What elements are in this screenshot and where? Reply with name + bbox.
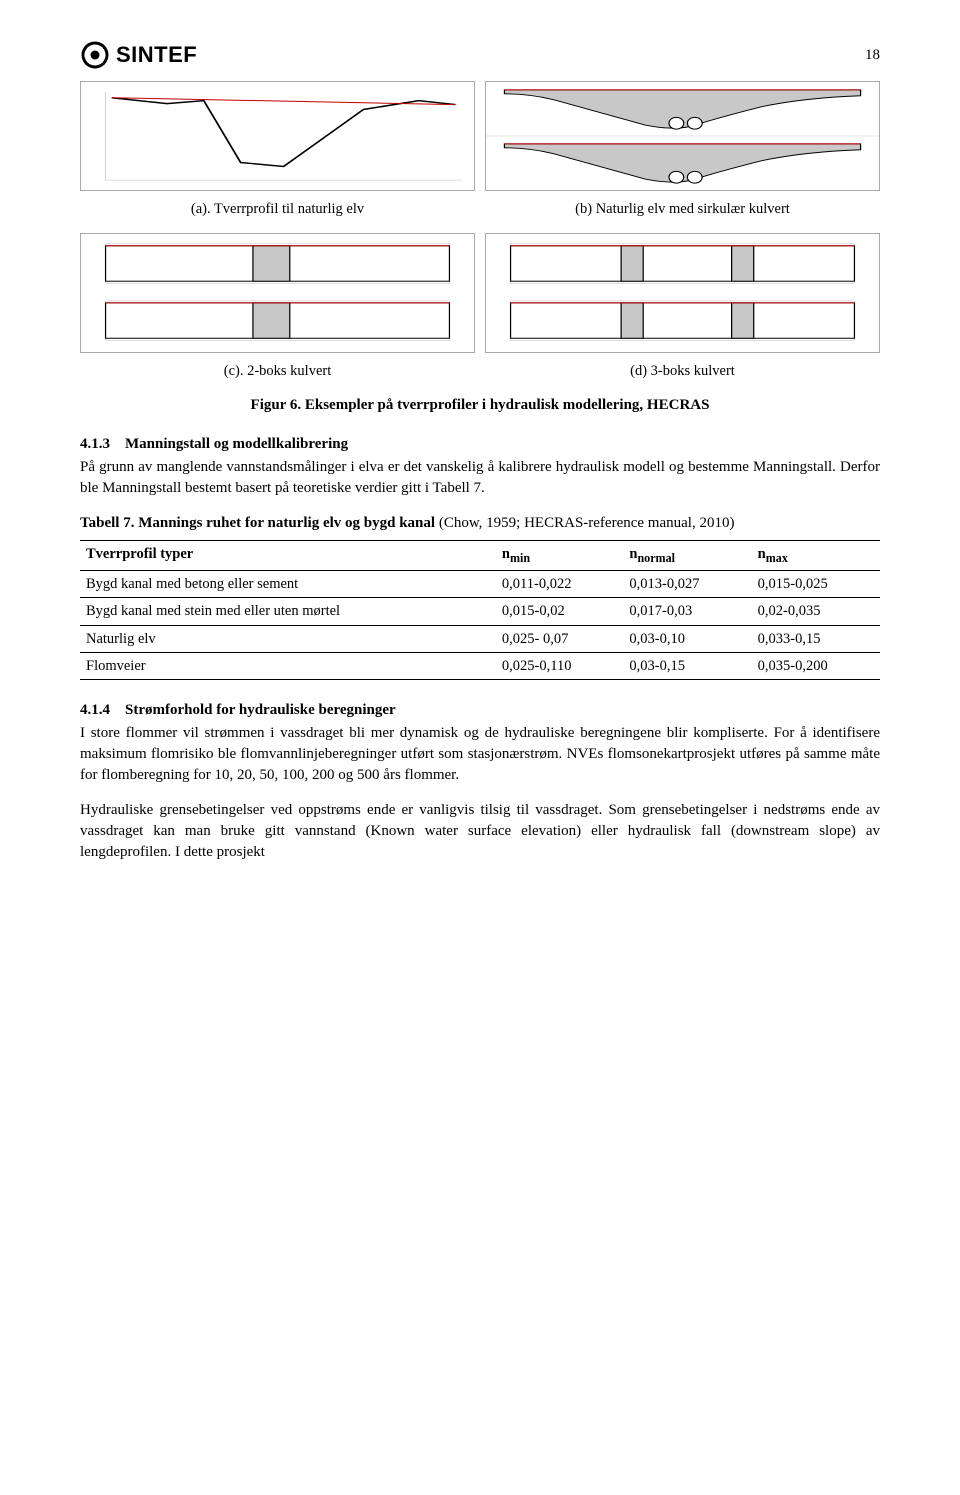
table-row: Bygd kanal med betong eller sement 0,011… [80, 571, 880, 598]
table-row: Naturlig elv 0,025- 0,07 0,03-0,10 0,033… [80, 625, 880, 652]
logo: SINTEF [80, 40, 197, 71]
table-7-caption-bold: Tabell 7. Mannings ruhet for naturlig el… [80, 515, 435, 531]
fig-6b-panel [485, 81, 880, 191]
table-7-caption-rest: (Chow, 1959; HECRAS-reference manual, 20… [435, 515, 734, 531]
table-7-caption: Tabell 7. Mannings ruhet for naturlig el… [80, 513, 880, 534]
fig-6a-caption: (a). Tverrprofil til naturlig elv [80, 199, 475, 219]
figure-6-mid-row: (c). 2-boks kulvert (d) 3-boks kulvert [80, 233, 880, 381]
table-7-col-3: nmax [752, 541, 880, 571]
table-7-col-1: nmin [496, 541, 623, 571]
section-413-body: På grunn av manglende vannstandsmålinger… [80, 457, 880, 499]
section-413-heading: 4.1.3 Manningstall og modellkalibrering [80, 434, 880, 455]
fig-6d-panel [485, 233, 880, 353]
logo-text: SINTEF [116, 40, 197, 71]
figure-6-top-row: (a). Tverrprofil til naturlig elv (b) Na… [80, 81, 880, 219]
figure-6-title-prefix: Figur 6 [251, 397, 298, 413]
sintef-logo-icon [80, 40, 110, 70]
figure-6-title-rest: . Eksempler på tverrprofiler i hydraulis… [297, 397, 709, 413]
fig-6a-panel [80, 81, 475, 191]
table-7-col-2: nnormal [623, 541, 751, 571]
table-7-body: Bygd kanal med betong eller sement 0,011… [80, 571, 880, 680]
page-number: 18 [865, 45, 880, 66]
table-row: Bygd kanal med stein med eller uten mørt… [80, 598, 880, 625]
section-414-body2: Hydrauliske grensebetingelser ved oppstr… [80, 800, 880, 863]
table-row: Flomveier 0,025-0,110 0,03-0,15 0,035-0,… [80, 653, 880, 680]
table-7-col-0: Tverrprofil typer [80, 541, 496, 571]
section-414-body1: I store flommer vil strømmen i vassdrage… [80, 723, 880, 786]
fig-6c-panel [80, 233, 475, 353]
table-7: Tverrprofil typer nmin nnormal nmax Bygd… [80, 540, 880, 680]
figure-6-title: Figur 6. Eksempler på tverrprofiler i hy… [80, 395, 880, 416]
fig-6c-caption: (c). 2-boks kulvert [80, 361, 475, 381]
fig-6b-caption: (b) Naturlig elv med sirkulær kulvert [485, 199, 880, 219]
page-header: SINTEF 18 [80, 40, 880, 71]
fig-6d-caption: (d) 3-boks kulvert [485, 361, 880, 381]
section-414-heading: 4.1.4 Strømforhold for hydrauliske bereg… [80, 700, 880, 721]
